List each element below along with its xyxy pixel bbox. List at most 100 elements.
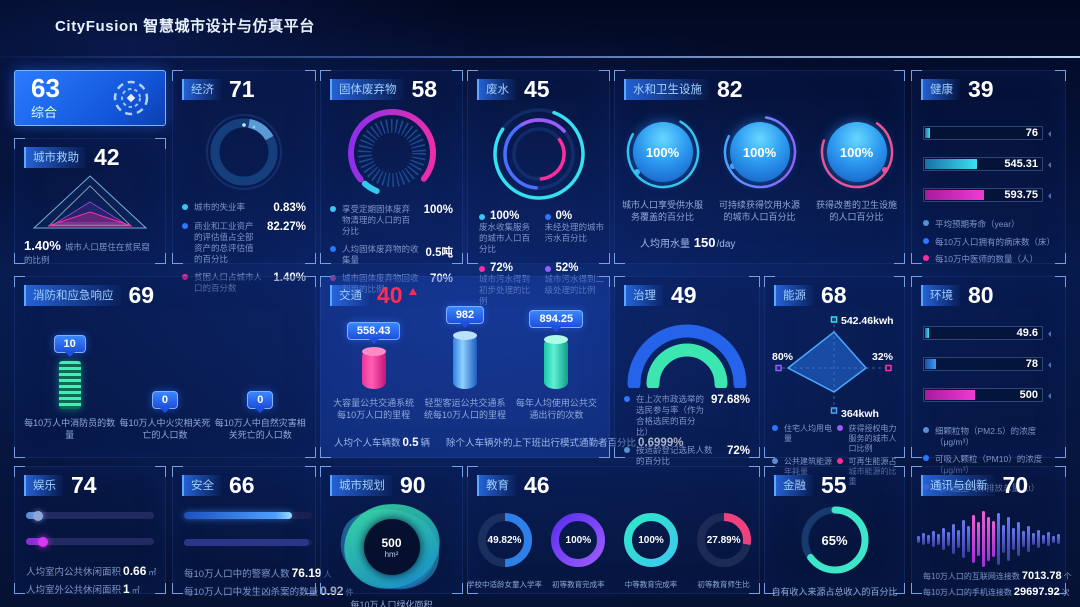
- donut-chart: [551, 513, 606, 567]
- donut-chart: [801, 506, 868, 574]
- environment-bar-chart: 49.6 78 500: [923, 326, 1054, 402]
- cylinder-bar: [452, 331, 477, 389]
- overall-label: 综合: [31, 105, 58, 120]
- health-legend-label: 平均预期寿命（year）: [935, 219, 1020, 229]
- panel-entertainment: 娱乐 74 人均室内公共休闲面积 0.66 ㎡ 人均室外公共休闲面积 1 ㎡: [14, 466, 166, 596]
- bullet-icon: [182, 204, 188, 210]
- donut-chart: [696, 513, 751, 567]
- water-score: 82: [717, 76, 743, 102]
- gauge-arc: [820, 115, 893, 189]
- rescue-score: 42: [94, 144, 120, 170]
- bullet-icon: [182, 223, 188, 229]
- health-legend-label: 每10万人口拥有的病床数（床）: [935, 236, 1055, 247]
- energy-legend-label: 住宅人均用电量: [784, 424, 832, 443]
- education-score: 46: [524, 472, 550, 498]
- value-tag: 10: [53, 335, 86, 353]
- energy-radar-chart: 542.46kwh 32% 364kwh 80%: [772, 315, 894, 420]
- environment-bar-value: 78: [1025, 358, 1038, 370]
- finance-label: 自有收入来源占总收入的百分比: [771, 587, 898, 597]
- leisure-indoor-slider[interactable]: [26, 510, 154, 521]
- energy-axis-right: 32%: [872, 351, 894, 363]
- compass-gauge-icon: [113, 80, 149, 116]
- bullet-icon: [772, 425, 778, 431]
- energy-legend-label: 获得授权电力服务的城市人口比例: [848, 424, 897, 453]
- safety-bar-chart: [172, 512, 316, 546]
- comms-stat-label: 每10万人口的互联网连接数: [923, 572, 1020, 581]
- comms-stat-value: 7013.78: [1021, 570, 1062, 582]
- safety-score: 66: [229, 472, 255, 498]
- fire-stat-label: 每10万人中火灾相关死亡的人口数: [119, 418, 211, 440]
- rescue-stat-label: 城市人口居住在贫民窟的比例: [24, 242, 150, 265]
- energy-title: 能源: [774, 285, 813, 306]
- energy-axis-left: 80%: [772, 351, 794, 363]
- value-tag: 0: [247, 391, 274, 409]
- safety-stat-label: 每10万人口中发生凶杀案的数量: [184, 587, 319, 598]
- panel-fire: 消防和应急响应 69 10 每10万人中消防员的数量 0 每10万人中火灾相关死…: [14, 276, 316, 458]
- energy-score: 68: [821, 282, 847, 308]
- water-footer-unit: /day: [716, 239, 736, 250]
- bullet-icon: [923, 237, 929, 244]
- rescue-title: 城市救助: [24, 147, 86, 168]
- water-gauge: 100% 可持续获得饮用水源的城市人口百分比: [711, 114, 808, 223]
- education-title: 教育: [477, 475, 516, 496]
- governance-item-label: 在上次市政选举的选民参与率（作为合格选民的百分比）: [636, 394, 705, 438]
- fire-stat-chart: 10 每10万人中消防员的数量 0 每10万人中火灾相关死亡的人口数 0 每10…: [14, 310, 316, 446]
- planning-score: 90: [400, 472, 426, 498]
- donut-value: 100%: [638, 534, 664, 546]
- panel-traffic: 交通 40 558.43 大容量公共交通系统每10万人口的里程 982 轻型客运…: [320, 276, 683, 458]
- health-bar-value: 593.75: [1004, 189, 1038, 201]
- bullet-icon: [923, 220, 929, 226]
- panel-energy: 能源 68 542.46kwh 32% 364kwh 80% 住宅人均用电量 获…: [764, 276, 905, 486]
- environment-legend-label: 细颗粒物（PM2.5）的浓度（μg/m³）: [935, 426, 1037, 447]
- entertainment-score: 74: [71, 472, 97, 498]
- donut-value: 27.89%: [706, 534, 741, 546]
- health-bar-value: 76: [1025, 127, 1038, 139]
- value-tag: 894.25: [529, 310, 584, 328]
- traffic-bar-label: 轻型客运公共交通系统每10万人口的里程: [423, 398, 506, 420]
- environment-bar-value: 500: [1019, 389, 1038, 401]
- finance-score: 55: [821, 472, 847, 498]
- wastewater-item-value: 100%: [490, 210, 520, 222]
- wastewater-score: 45: [524, 76, 550, 102]
- traffic-footnote-label: 除个人车辆外的上下班出行模式通勤者百分比: [446, 438, 637, 449]
- overall-score-card[interactable]: 63 综合: [14, 70, 166, 126]
- rescue-triangle-chart: [32, 175, 148, 229]
- wastewater-item-value: 0%: [555, 210, 573, 222]
- traffic-footnote-unit: 辆: [420, 438, 431, 449]
- water-title: 水和卫生设施: [624, 79, 709, 100]
- solid-waste-dial-chart: [347, 109, 436, 197]
- value-tag: 558.43: [346, 322, 401, 340]
- bullet-icon: [479, 214, 485, 220]
- economy-item-value: 0.83%: [273, 202, 306, 214]
- entertainment-stat-label: 人均室内公共休闲面积: [26, 567, 122, 578]
- traffic-bar-label: 大容量公共交通系统每10万人口的里程: [333, 398, 415, 420]
- donut-value: 49.82%: [487, 534, 522, 546]
- traffic-cylinder-chart: 558.43 大容量公共交通系统每10万人口的里程 982 轻型客运公共交通系统…: [320, 306, 610, 426]
- bullet-icon: [479, 266, 485, 273]
- slider-knob[interactable]: [37, 536, 48, 547]
- solid-waste-item-value: 100%: [423, 204, 453, 216]
- cylinder-bar: [544, 335, 569, 389]
- energy-axis-top: 542.46kwh: [841, 315, 894, 327]
- firefighter-bar: [58, 361, 81, 409]
- slider-knob[interactable]: [32, 510, 43, 521]
- gauge-arc: [626, 115, 699, 189]
- planning-center-value: 500: [381, 535, 402, 550]
- solid-waste-item-label: 享受定期固体废弃物清理的人口的百分比: [342, 204, 411, 237]
- fire-title: 消防和应急响应: [24, 285, 121, 306]
- planning-center-unit: hm²: [384, 549, 399, 559]
- economy-item-label: 商业和工业资产的评估值占全部资产的总评估值的百分比: [194, 221, 254, 265]
- education-donut-label: 初等教育完成率: [552, 580, 605, 589]
- leisure-outdoor-slider[interactable]: [26, 536, 154, 547]
- education-donut-label: 初等教育师生比: [697, 580, 750, 589]
- wastewater-title: 废水: [477, 79, 516, 100]
- governance-item-label: 按适龄登记选民人数的百分比: [636, 445, 713, 467]
- bullet-icon: [330, 246, 336, 253]
- economy-item-label: 城市的失业率: [194, 202, 246, 212]
- health-legend-label: 每10万中医师的数量（人）: [935, 254, 1038, 265]
- value-tag: 982: [445, 306, 485, 324]
- health-title: 健康: [921, 79, 960, 100]
- governance-item-value: 97.68%: [710, 394, 750, 406]
